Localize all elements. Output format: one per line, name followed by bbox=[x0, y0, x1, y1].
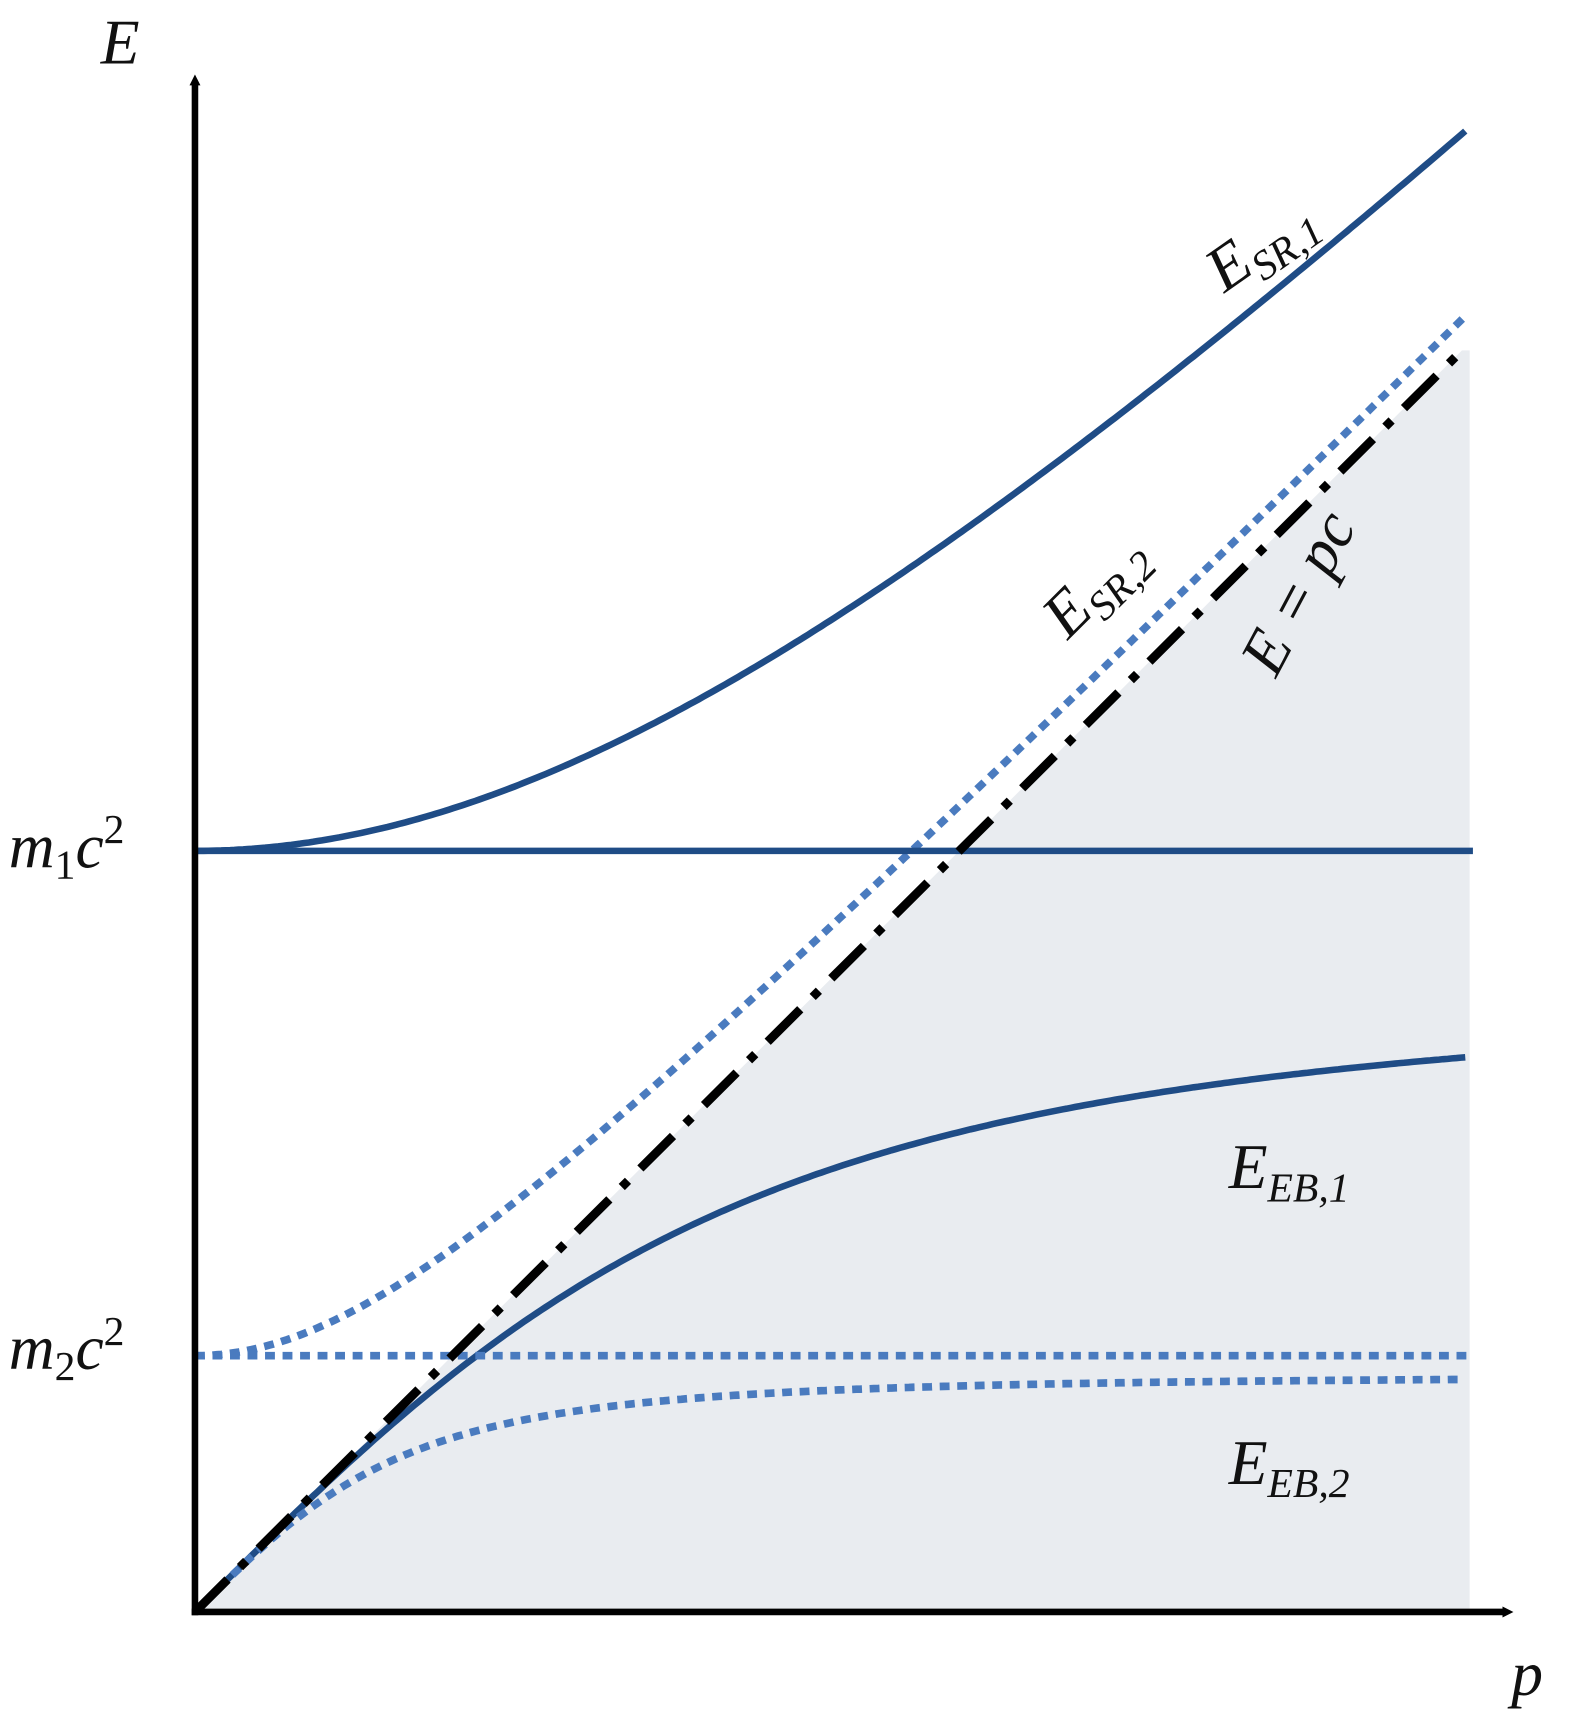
level-label: m2c2 bbox=[9, 1309, 125, 1390]
curve-label-sub: EB,1 bbox=[1267, 1165, 1350, 1211]
curve-eb-1 bbox=[192, 1054, 1466, 1615]
level-base: m bbox=[9, 810, 55, 881]
curve-sr-1 bbox=[194, 128, 1468, 855]
level-sub: 1 bbox=[55, 842, 76, 888]
level-sub: 2 bbox=[55, 1344, 76, 1390]
level-sup: 2 bbox=[104, 1309, 125, 1355]
curve-label: ESR,2 bbox=[1027, 518, 1167, 658]
curve-label: EEB,1 bbox=[1228, 1131, 1350, 1211]
level-label: m1c2 bbox=[9, 807, 125, 888]
curve-label-sub: EB,2 bbox=[1267, 1461, 1350, 1507]
level-tail: c bbox=[75, 810, 103, 881]
y-axis-label: E bbox=[100, 7, 140, 78]
curve-label-base: E bbox=[1228, 1131, 1268, 1202]
curve-sr-2 bbox=[194, 313, 1468, 1360]
curve-label-base: E bbox=[1228, 1427, 1268, 1498]
curve-label: EEB,2 bbox=[1228, 1427, 1350, 1507]
curves bbox=[192, 128, 1468, 1615]
light-line bbox=[191, 347, 1466, 1616]
level-base: m bbox=[9, 1312, 55, 1383]
level-sup: 2 bbox=[104, 807, 125, 853]
curve-label: ESR,1 bbox=[1191, 180, 1333, 313]
shaded-region bbox=[194, 350, 1470, 1612]
x-axis-label: p bbox=[1507, 1638, 1543, 1709]
level-tail: c bbox=[75, 1312, 103, 1383]
curve-eb-2 bbox=[192, 1375, 1466, 1615]
